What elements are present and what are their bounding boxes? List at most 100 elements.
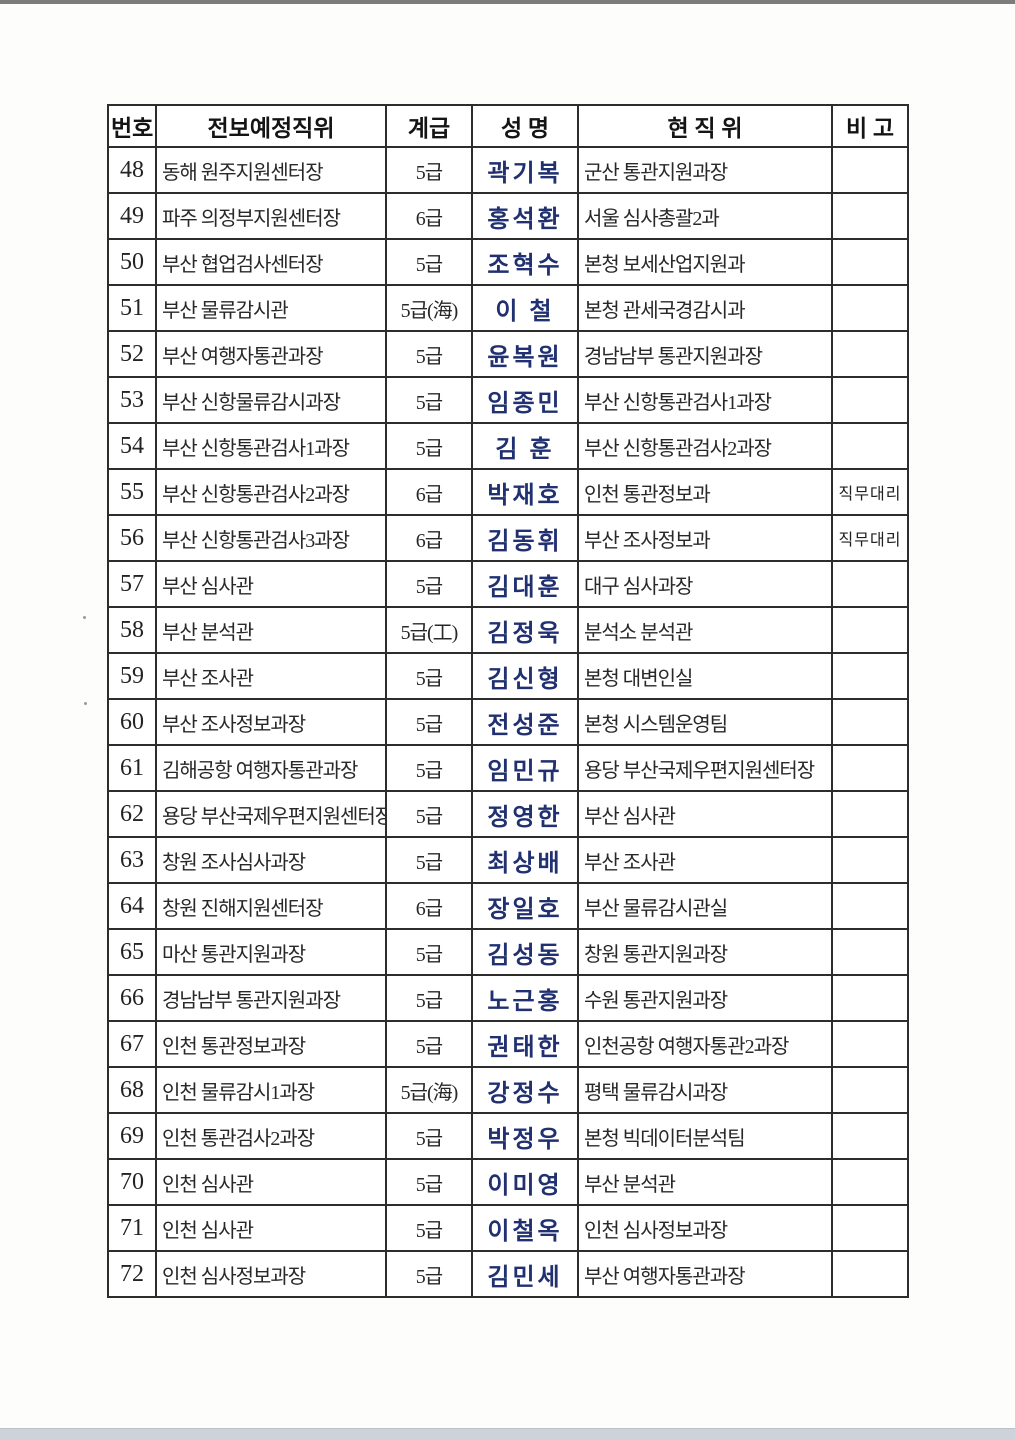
cell-name: 박정우 xyxy=(471,1112,579,1160)
cell-planned-position: 부산 신항물류감시과장 xyxy=(155,376,387,424)
cell-name: 이철옥 xyxy=(471,1204,579,1252)
cell-rank: 5급 xyxy=(385,928,473,976)
table-row: 67 인천 통관정보과장 5급 권태한 인천공항 여행자통관2과장 xyxy=(107,1020,909,1068)
cell-name: 김신형 xyxy=(471,652,579,700)
table-row: 71 인천 심사관 5급 이철옥 인천 심사정보과장 xyxy=(107,1204,909,1252)
table-row: 63 창원 조사심사과장 5급 최상배 부산 조사관 xyxy=(107,836,909,884)
table-row: 70 인천 심사관 5급 이미영 부산 분석관 xyxy=(107,1158,909,1206)
cell-planned-position: 부산 조사정보과장 xyxy=(155,698,387,746)
cell-rank: 5급 xyxy=(385,1158,473,1206)
cell-remarks xyxy=(831,376,909,424)
cell-remarks xyxy=(831,698,909,746)
column-header-current-position: 현 직 위 xyxy=(577,104,833,148)
cell-number: 49 xyxy=(107,192,157,240)
cell-current-position: 군산 통관지원과장 xyxy=(577,146,833,194)
cell-remarks xyxy=(831,238,909,286)
table-row: 60 부산 조사정보과장 5급 전성준 본청 시스템운영팀 xyxy=(107,698,909,746)
table-row: 55 부산 신항통관검사2과장 6급 박재호 인천 통관정보과 직무대리 xyxy=(107,468,909,516)
cell-name: 김민세 xyxy=(471,1250,579,1298)
cell-rank: 5급 xyxy=(385,1112,473,1160)
cell-remarks xyxy=(831,560,909,608)
cell-number: 71 xyxy=(107,1204,157,1252)
cell-planned-position: 부산 심사관 xyxy=(155,560,387,608)
cell-current-position: 인천공항 여행자통관2과장 xyxy=(577,1020,833,1068)
table-row: 50 부산 협업검사센터장 5급 조혁수 본청 보세산업지원과 xyxy=(107,238,909,286)
cell-planned-position: 김해공항 여행자통관과장 xyxy=(155,744,387,792)
cell-name: 장일호 xyxy=(471,882,579,930)
column-header-planned-position: 전보예정직위 xyxy=(155,104,387,148)
cell-number: 52 xyxy=(107,330,157,378)
cell-current-position: 경남남부 통관지원과장 xyxy=(577,330,833,378)
cell-planned-position: 인천 심사관 xyxy=(155,1204,387,1252)
cell-remarks xyxy=(831,1020,909,1068)
cell-rank: 6급 xyxy=(385,468,473,516)
cell-name: 김성동 xyxy=(471,928,579,976)
cell-current-position: 평택 물류감시과장 xyxy=(577,1066,833,1114)
cell-rank: 5급 xyxy=(385,974,473,1022)
cell-planned-position: 파주 의정부지원센터장 xyxy=(155,192,387,240)
column-header-name: 성 명 xyxy=(471,104,579,148)
cell-planned-position: 인천 물류감시1과장 xyxy=(155,1066,387,1114)
cell-planned-position: 부산 분석관 xyxy=(155,606,387,654)
cell-planned-position: 창원 진해지원센터장 xyxy=(155,882,387,930)
cell-current-position: 본청 관세국경감시과 xyxy=(577,284,833,332)
cell-name: 김 훈 xyxy=(471,422,579,470)
cell-remarks xyxy=(831,790,909,838)
cell-planned-position: 용당 부산국제우편지원센터장 xyxy=(155,790,387,838)
table-row: 72 인천 심사정보과장 5급 김민세 부산 여행자통관과장 xyxy=(107,1250,909,1298)
cell-current-position: 부산 신항통관검사1과장 xyxy=(577,376,833,424)
cell-rank: 6급 xyxy=(385,882,473,930)
cell-remarks xyxy=(831,1204,909,1252)
cell-rank: 5급 xyxy=(385,744,473,792)
column-header-remarks: 비 고 xyxy=(831,104,909,148)
cell-current-position: 부산 신항통관검사2과장 xyxy=(577,422,833,470)
table-row: 58 부산 분석관 5급(工) 김정욱 분석소 분석관 xyxy=(107,606,909,654)
cell-number: 67 xyxy=(107,1020,157,1068)
cell-rank: 5급 xyxy=(385,836,473,884)
table-row: 49 파주 의정부지원센터장 6급 홍석환 서울 심사총괄2과 xyxy=(107,192,909,240)
cell-number: 51 xyxy=(107,284,157,332)
scan-edge-top xyxy=(0,0,1015,4)
cell-rank: 5급 xyxy=(385,146,473,194)
scan-edge-bottom xyxy=(0,1428,1015,1440)
cell-current-position: 부산 물류감시관실 xyxy=(577,882,833,930)
cell-remarks xyxy=(831,974,909,1022)
cell-name: 윤복원 xyxy=(471,330,579,378)
cell-rank: 5급 xyxy=(385,1204,473,1252)
cell-current-position: 본청 보세산업지원과 xyxy=(577,238,833,286)
cell-number: 55 xyxy=(107,468,157,516)
table-row: 61 김해공항 여행자통관과장 5급 임민규 용당 부산국제우편지원센터장 xyxy=(107,744,909,792)
cell-current-position: 서울 심사총괄2과 xyxy=(577,192,833,240)
cell-current-position: 부산 조사정보과 xyxy=(577,514,833,562)
cell-number: 50 xyxy=(107,238,157,286)
cell-remarks xyxy=(831,652,909,700)
cell-remarks xyxy=(831,422,909,470)
table-row: 62 용당 부산국제우편지원센터장 5급 정영한 부산 심사관 xyxy=(107,790,909,838)
table-row: 59 부산 조사관 5급 김신형 본청 대변인실 xyxy=(107,652,909,700)
cell-number: 70 xyxy=(107,1158,157,1206)
table-row: 65 마산 통관지원과장 5급 김성동 창원 통관지원과장 xyxy=(107,928,909,976)
cell-planned-position: 부산 신항통관검사2과장 xyxy=(155,468,387,516)
cell-current-position: 부산 분석관 xyxy=(577,1158,833,1206)
cell-current-position: 수원 통관지원과장 xyxy=(577,974,833,1022)
cell-name: 임민규 xyxy=(471,744,579,792)
cell-name: 최상배 xyxy=(471,836,579,884)
cell-planned-position: 인천 통관검사2과장 xyxy=(155,1112,387,1160)
cell-name: 정영한 xyxy=(471,790,579,838)
cell-remarks: 직무대리 xyxy=(831,514,909,562)
cell-rank: 5급 xyxy=(385,376,473,424)
cell-name: 임종민 xyxy=(471,376,579,424)
cell-rank: 6급 xyxy=(385,192,473,240)
table-row: 51 부산 물류감시관 5급(海) 이 철 본청 관세국경감시과 xyxy=(107,284,909,332)
cell-current-position: 부산 여행자통관과장 xyxy=(577,1250,833,1298)
cell-name: 이 철 xyxy=(471,284,579,332)
column-header-number: 번호 xyxy=(107,104,157,148)
cell-current-position: 대구 심사과장 xyxy=(577,560,833,608)
cell-rank: 5급 xyxy=(385,652,473,700)
cell-planned-position: 부산 신항통관검사3과장 xyxy=(155,514,387,562)
scan-speck xyxy=(83,616,86,619)
cell-planned-position: 동해 원주지원센터장 xyxy=(155,146,387,194)
cell-name: 조혁수 xyxy=(471,238,579,286)
cell-rank: 5급 xyxy=(385,790,473,838)
cell-name: 홍석환 xyxy=(471,192,579,240)
